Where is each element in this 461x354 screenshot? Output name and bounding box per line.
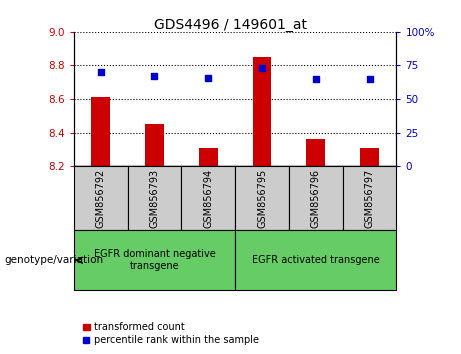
Legend: transformed count, percentile rank within the sample: transformed count, percentile rank withi… (79, 319, 263, 349)
Bar (289, 166, 343, 230)
Text: GSM856797: GSM856797 (365, 169, 375, 228)
Point (312, 76, 319, 82)
Text: GSM856793: GSM856793 (149, 169, 160, 228)
Point (366, 76, 373, 82)
Point (151, 73, 158, 79)
Bar (91, 97, 110, 166)
Text: EGFR dominant negative
transgene: EGFR dominant negative transgene (94, 249, 215, 271)
Text: GSM856796: GSM856796 (311, 169, 321, 228)
Bar (74, 166, 128, 230)
Point (205, 75, 212, 80)
Text: EGFR activated transgene: EGFR activated transgene (252, 255, 380, 265)
Bar (145, 124, 164, 166)
Bar (343, 166, 396, 230)
Point (258, 65, 266, 71)
Text: genotype/variation: genotype/variation (5, 255, 104, 265)
Bar (235, 166, 289, 230)
Text: GSM856794: GSM856794 (203, 169, 213, 228)
Bar (235, 230, 396, 290)
Bar (199, 148, 218, 166)
Bar (253, 57, 272, 166)
Text: GSM856795: GSM856795 (257, 169, 267, 228)
Text: GSM856792: GSM856792 (95, 169, 106, 228)
Text: GDS4496 / 149601_at: GDS4496 / 149601_at (154, 18, 307, 32)
Bar (128, 166, 181, 230)
Bar (307, 139, 325, 166)
Bar (181, 166, 235, 230)
Bar (74, 230, 235, 290)
Point (97, 69, 104, 75)
Bar (360, 148, 379, 166)
